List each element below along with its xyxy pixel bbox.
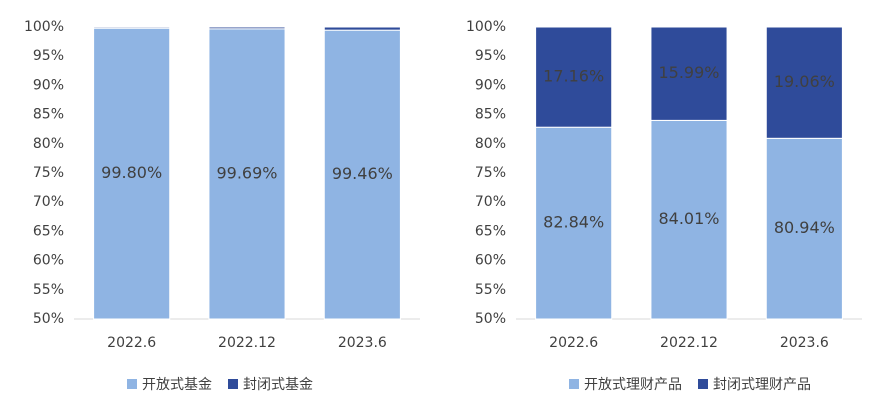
y-tick-label: 80% [475,136,506,152]
y-tick-label: 55% [33,282,64,298]
x-tick-label: 2022.6 [549,335,598,351]
y-tick-label: 95% [475,48,506,64]
bar-segment [323,26,401,31]
y-tick-label: 65% [475,223,506,239]
y-tick-label: 60% [475,253,506,269]
data-label: 99.46% [332,164,393,183]
data-label: 82.84% [543,213,604,232]
bar-segment [535,126,613,320]
data-label: 80.94% [774,218,835,237]
legend-label: 封闭式理财产品 [713,377,811,393]
y-tick-label: 100% [24,19,64,35]
data-label: 19.06% [774,72,835,91]
bar-segment [208,26,286,30]
data-label: 99.69% [216,163,277,182]
bar-segment [765,137,843,320]
x-tick-label: 2023.6 [338,335,387,351]
data-label: 17.16% [543,67,604,86]
data-label: 84.01% [658,209,719,228]
legend-swatch [228,379,238,389]
legend-swatch [698,379,708,389]
y-tick-label: 80% [33,136,64,152]
y-tick-label: 85% [475,107,506,123]
bar-segment [323,29,401,320]
x-tick-label: 2022.6 [107,335,156,351]
y-tick-label: 100% [466,19,506,35]
y-tick-label: 90% [475,77,506,93]
bar-segment [765,26,843,139]
y-tick-label: 50% [475,311,506,327]
bar-segment [650,26,728,121]
y-tick-label: 55% [475,282,506,298]
y-tick-label: 65% [33,223,64,239]
y-tick-label: 75% [475,165,506,181]
legend-swatch [569,379,579,389]
y-tick-label: 95% [33,48,64,64]
y-tick-label: 70% [475,194,506,210]
y-tick-label: 50% [33,311,64,327]
bar-segment [93,27,171,320]
data-label: 99.80% [101,163,162,182]
y-tick-label: 60% [33,253,64,269]
y-tick-label: 70% [33,194,64,210]
legend-swatch [127,379,137,389]
bar-segment [93,26,171,29]
x-tick-label: 2023.6 [780,335,829,351]
y-tick-label: 75% [33,165,64,181]
bar-segment [535,26,613,128]
x-tick-label: 2022.12 [218,335,276,351]
data-label: 15.99% [658,63,719,82]
legend-label: 开放式基金 [142,376,212,393]
y-tick-label: 85% [33,107,64,123]
x-tick-label: 2022.12 [660,335,718,351]
y-tick-label: 90% [33,77,64,93]
bar-segment [650,119,728,320]
bar-segment [208,28,286,320]
legend-label: 封闭式基金 [243,376,313,393]
legend-label: 开放式理财产品 [584,377,682,393]
